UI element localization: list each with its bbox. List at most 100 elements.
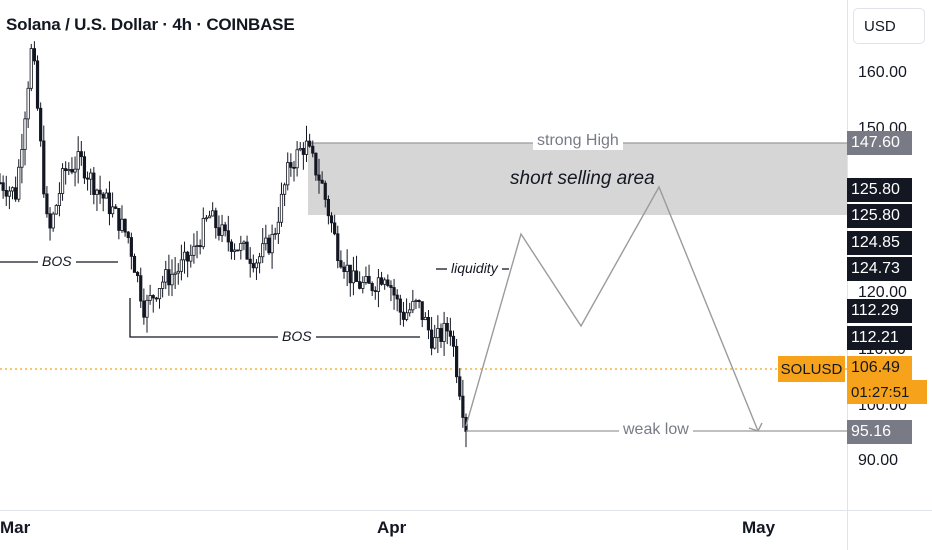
candle-body (442, 322, 446, 342)
symbol-tag: SOLUSD (778, 356, 845, 382)
candle-body (57, 193, 62, 206)
candle-body (32, 48, 37, 62)
candle-body (283, 184, 287, 195)
candle-body (120, 218, 124, 231)
candle-body (0, 182, 2, 184)
candle-body (54, 205, 58, 215)
candle-body (383, 279, 387, 285)
candle-body (60, 168, 65, 194)
candle-body (389, 285, 393, 288)
strong-high-price-tag: 147.60 (847, 131, 912, 155)
candle-body (339, 260, 343, 268)
candle-body (179, 259, 183, 272)
bos-label: BOS (38, 253, 76, 269)
candle-body (217, 227, 221, 236)
candle-body (417, 300, 421, 303)
candle-body (320, 179, 324, 184)
weak-low-label: weak low (619, 421, 693, 439)
candle-body (67, 169, 71, 172)
candles (0, 41, 468, 448)
last-price-tag: 106.49 (847, 356, 912, 380)
candle-body (298, 148, 302, 151)
candle-body (276, 221, 280, 235)
candle-body (23, 118, 27, 150)
candle-body (139, 275, 143, 302)
candle-body (170, 273, 174, 286)
candle-body (145, 299, 149, 318)
projection-path (465, 185, 759, 432)
zone-top-price-tag: 125.80 (847, 178, 912, 202)
candle-body (364, 276, 368, 283)
candle-body (148, 295, 152, 301)
candle-body (411, 301, 415, 311)
candle-body (182, 251, 187, 261)
candle-body (451, 335, 456, 347)
candle-body (458, 376, 462, 397)
candle-body (107, 192, 112, 215)
candle-body (226, 230, 230, 243)
candle-body (167, 269, 171, 286)
candle-body (423, 317, 427, 321)
candle-body (264, 237, 268, 245)
bar-countdown: 01:27:51 (847, 380, 927, 404)
candle-body (64, 168, 68, 172)
candle-body (70, 169, 74, 173)
candle-body (29, 48, 33, 89)
candle-body (189, 254, 193, 262)
candle-body (254, 262, 259, 269)
candle-body (161, 281, 165, 289)
candle-body (345, 264, 349, 272)
candle-body (248, 258, 252, 264)
candle-body (104, 192, 108, 199)
bos-price-tag: 112.29 (847, 299, 912, 323)
candle-body (89, 172, 93, 180)
candle-body (429, 329, 434, 349)
candle-body (439, 328, 443, 342)
candle-body (333, 222, 337, 235)
price-axis-label: 120.00 (858, 284, 907, 301)
candle-body (267, 237, 271, 254)
chart-title: Solana / U.S. Dollar · 4h · COINBASE (6, 15, 295, 34)
candle-body (242, 241, 246, 244)
candle-body (17, 166, 21, 200)
candle-body (308, 140, 312, 147)
candle-body (348, 264, 352, 284)
candle-body (279, 193, 284, 223)
candle-body (192, 245, 196, 256)
candle-body (414, 300, 418, 302)
candle-body (448, 330, 452, 337)
price-axis-label: 160.00 (858, 64, 907, 81)
candle-body (239, 243, 243, 251)
candle-body (301, 148, 305, 155)
candle-body (317, 174, 321, 181)
candle-body (354, 270, 359, 282)
candle-body (26, 87, 30, 120)
candle-body (261, 243, 265, 258)
candle-body (129, 237, 133, 257)
candle-body (214, 210, 218, 229)
candle-body (123, 218, 127, 233)
candle-body (14, 187, 18, 200)
candle-body (126, 231, 130, 238)
time-axis-label: Apr (377, 518, 407, 537)
time-axis-label: Mar (0, 518, 31, 537)
candle-body (445, 322, 449, 332)
candle-body (370, 283, 374, 291)
candle-body (257, 256, 262, 264)
candle-body (157, 288, 162, 300)
candle-body (114, 206, 118, 209)
candle-body (7, 190, 11, 197)
currency-button[interactable]: USD (853, 8, 925, 44)
candle-body (79, 151, 83, 158)
candle-body (176, 270, 180, 274)
candle-body (101, 193, 105, 199)
candle-body (20, 149, 24, 168)
candle-body (154, 297, 158, 300)
candle-body (342, 266, 346, 272)
candle-body (433, 337, 437, 349)
candle-body (98, 189, 102, 195)
bos-price-tag: 112.21 (847, 326, 912, 350)
candle-body (204, 217, 209, 220)
candle-body (95, 189, 99, 195)
